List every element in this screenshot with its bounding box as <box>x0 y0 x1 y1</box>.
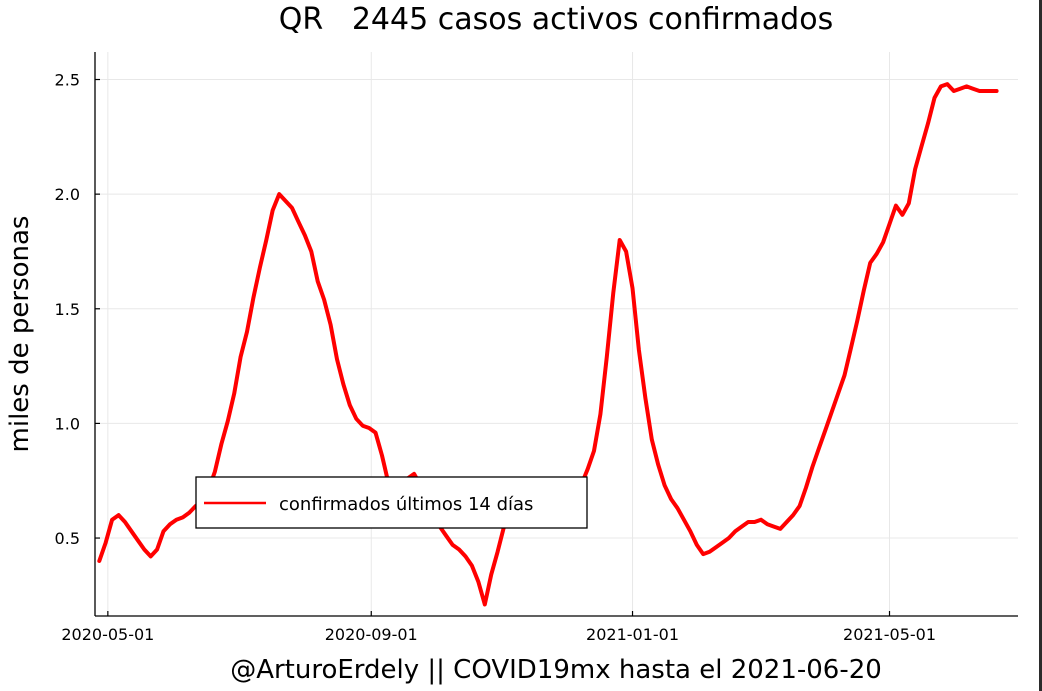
x-tick-label: 2020-05-01 <box>61 625 154 644</box>
y-tick-label: 1.0 <box>55 414 80 433</box>
y-tick-label: 2.0 <box>55 185 80 204</box>
chart-title: QR 2445 casos activos confirmados <box>279 2 833 37</box>
y-tick-label: 2.5 <box>55 71 80 90</box>
right-edge-border <box>1039 0 1042 691</box>
grid-lines <box>95 52 1018 616</box>
legend-label: confirmados últimos 14 días <box>279 494 533 515</box>
legend: confirmados últimos 14 días <box>195 476 588 529</box>
y-axis-ticks: 0.5 1.0 1.5 2.0 2.5 <box>55 71 100 548</box>
x-axis-ticks: 2020-05-01 2020-09-01 2021-01-01 2021-05-01 <box>61 611 936 644</box>
y-tick-label: 0.5 <box>55 529 80 548</box>
y-axis-label: miles de personas <box>5 216 35 453</box>
plot-frame <box>94 52 1018 617</box>
y-tick-label: 1.5 <box>55 300 80 319</box>
x-tick-label: 2020-09-01 <box>325 625 418 644</box>
x-tick-label: 2021-01-01 <box>586 625 679 644</box>
x-tick-label: 2021-05-01 <box>843 625 936 644</box>
x-axis-label: @ArturoErdely || COVID19mx hasta el 2021… <box>230 655 882 685</box>
